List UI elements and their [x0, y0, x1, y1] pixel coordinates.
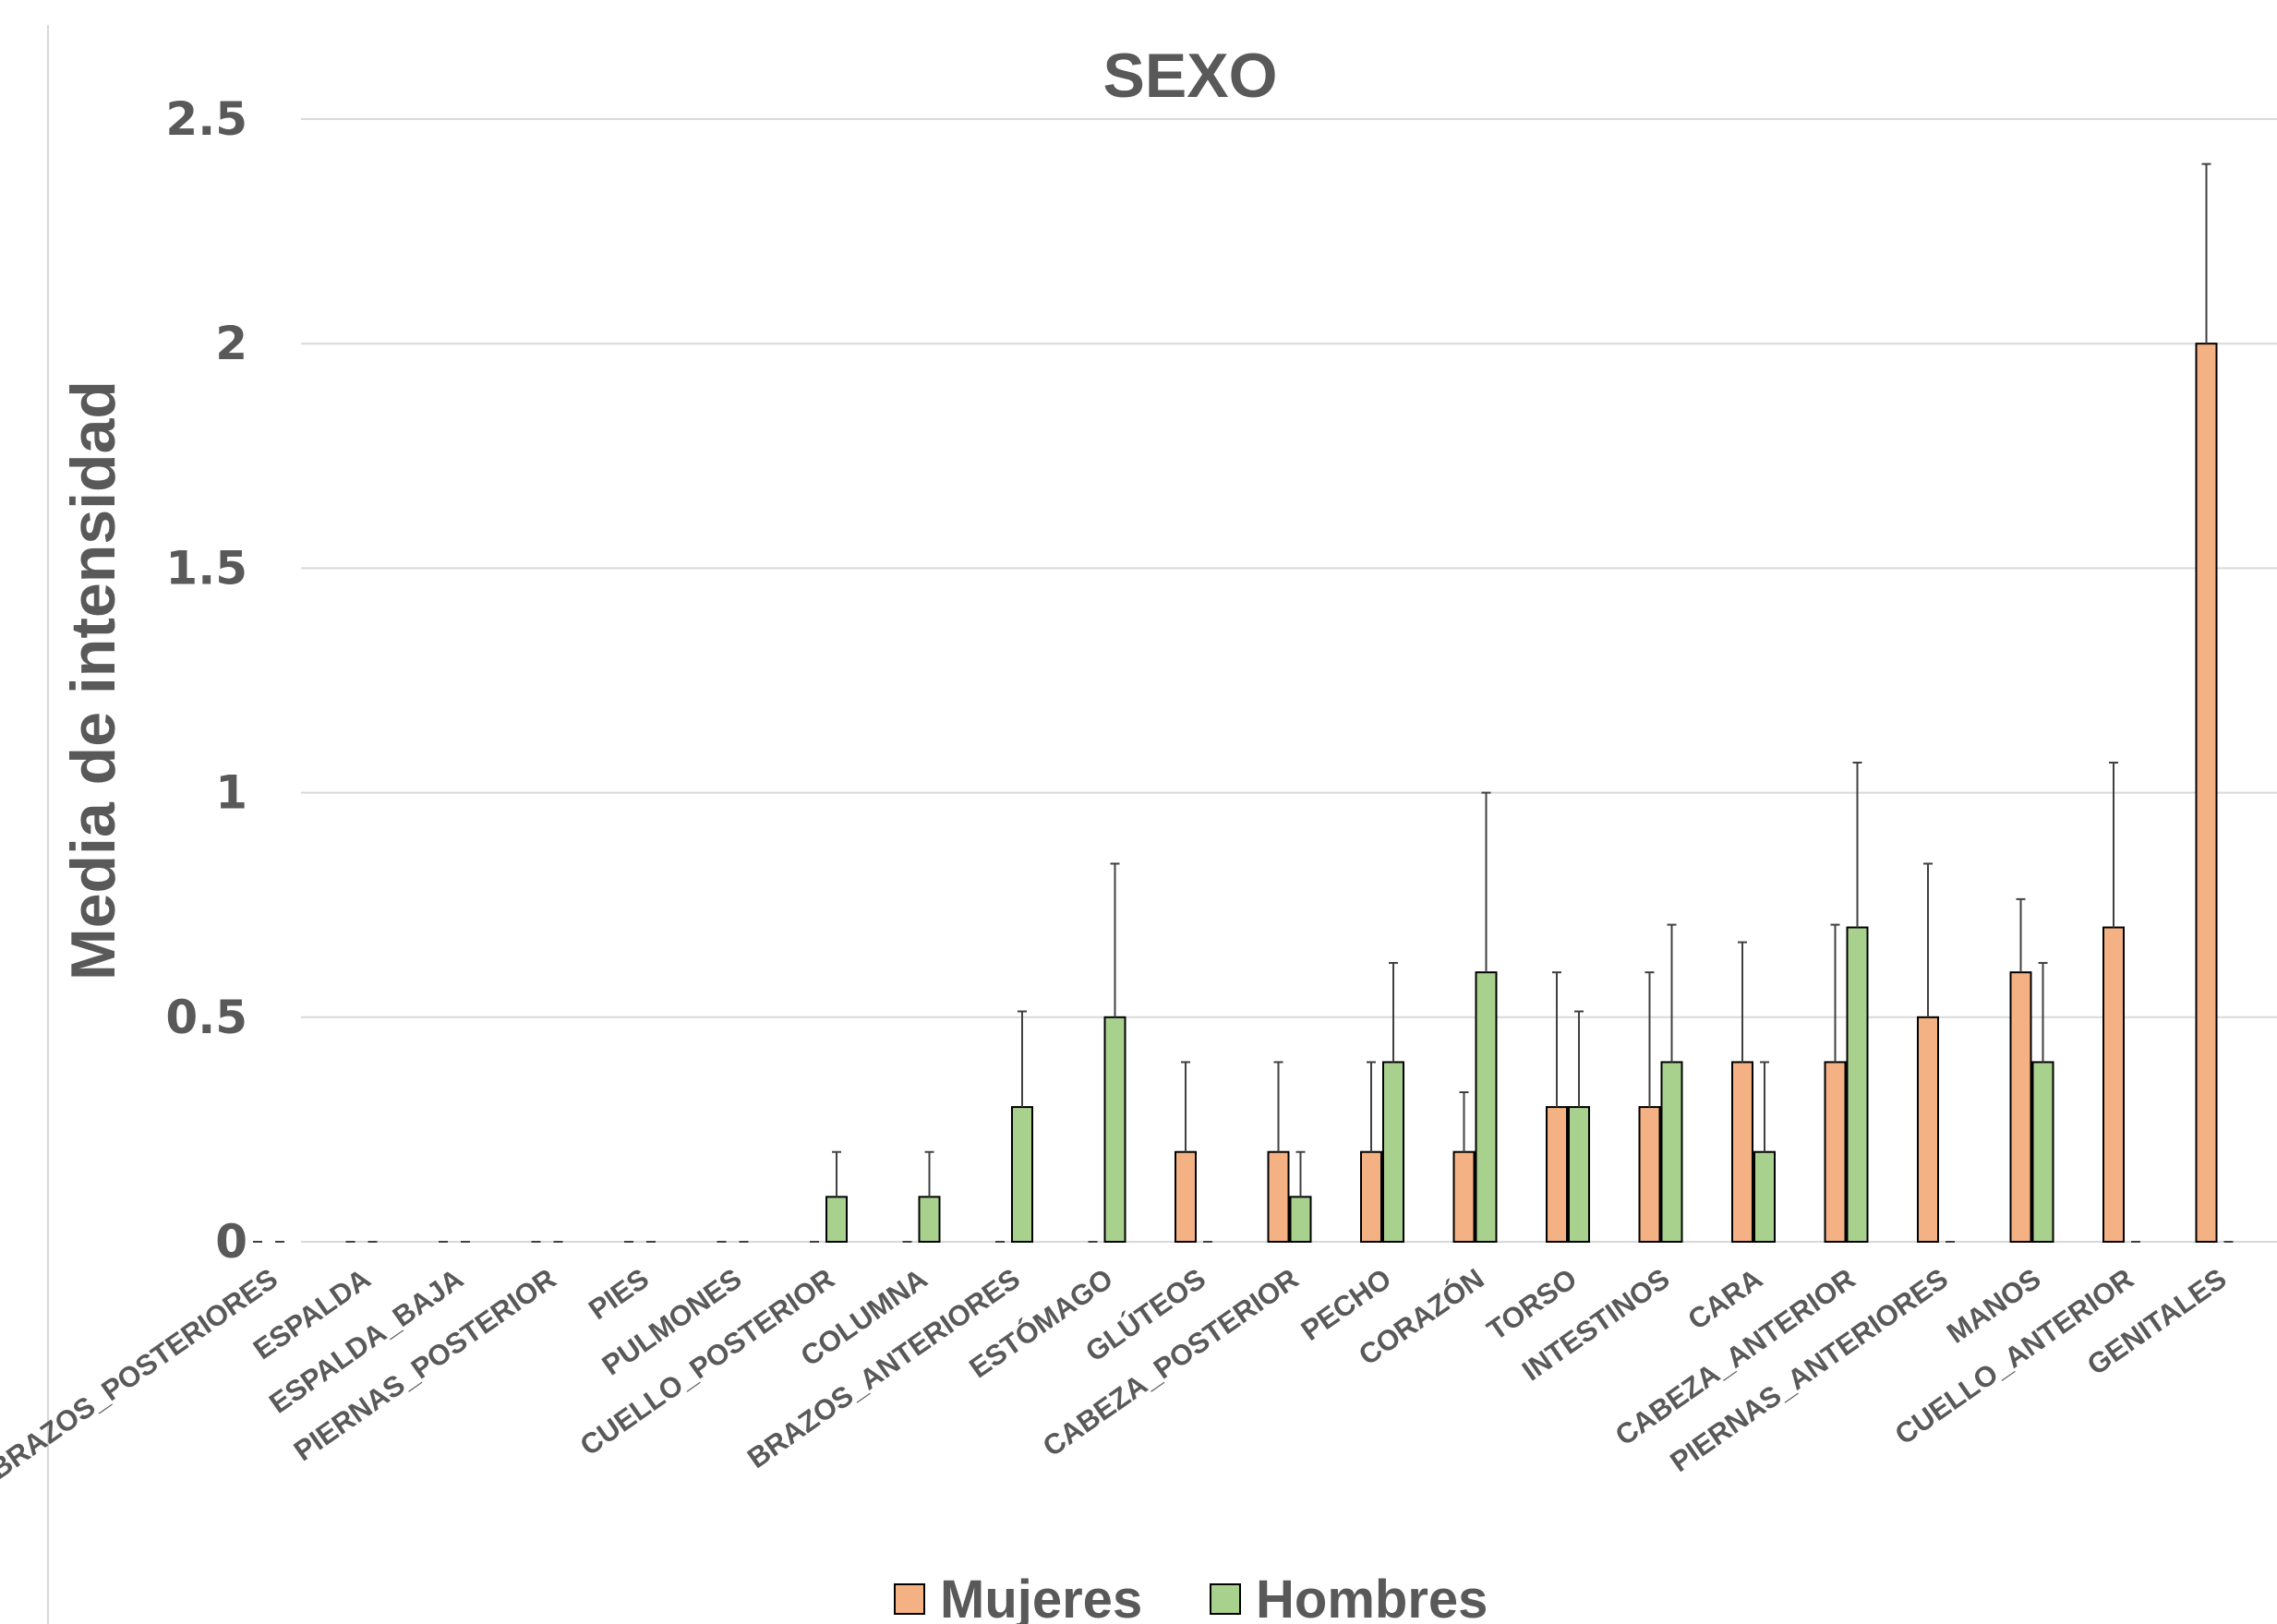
bar-mujeres [1546, 1106, 1568, 1243]
bar-mujeres [2009, 971, 2032, 1244]
y-tick-label: 1.5 [165, 541, 247, 595]
bar-hombres [1660, 1061, 1683, 1243]
y-tick-label: 0.5 [165, 991, 247, 1044]
legend-swatch-hombres [1210, 1583, 1241, 1615]
bar-mujeres [1638, 1106, 1661, 1243]
bar-mujeres [1175, 1150, 1197, 1243]
bar-hombres [2031, 1061, 2054, 1243]
bar-mujeres [2102, 926, 2125, 1244]
bar-hombres [918, 1196, 941, 1243]
legend: Mujeres Hombres [894, 1570, 1488, 1624]
chart-title: SEXO [1103, 41, 1278, 111]
bar-hombres [1382, 1061, 1404, 1243]
bar-hombres [1103, 1016, 1126, 1244]
bar-hombres [1846, 926, 1869, 1244]
bar-hombres [1011, 1106, 1033, 1243]
x-tick-label: BRAZOS_POSTERIORES [0, 1262, 283, 1486]
y-tick-label: 2 [215, 317, 247, 370]
x-tick-label: PIES [583, 1262, 655, 1326]
bar-mujeres [1452, 1150, 1476, 1243]
bar-hombres [1289, 1196, 1312, 1243]
bar-mujeres [1267, 1150, 1290, 1243]
bar-hombres [1753, 1150, 1776, 1243]
y-tick-label: 1 [215, 766, 247, 820]
legend-label-mujeres: Mujeres [940, 1570, 1142, 1624]
x-axis-ticks: BRAZOS_POSTERIORESESPALDAESPALDA_BAJAPIE… [0, 1261, 2233, 1486]
bar-mujeres [1824, 1061, 1847, 1243]
bar-mujeres [1731, 1061, 1753, 1243]
bar-mujeres [1360, 1150, 1382, 1243]
bar-hombres [825, 1196, 848, 1243]
legend-swatch-mujeres [894, 1583, 925, 1615]
bar-mujeres [1917, 1016, 1939, 1244]
gridlines [301, 118, 2277, 1243]
y-axis-label: Media de intensidad [58, 380, 128, 980]
bar-hombres [1568, 1106, 1590, 1243]
y-tick-label: 0 [215, 1215, 247, 1269]
y-axis-ticks: 0 0.5 1 1.5 2 2.5 [165, 92, 247, 1269]
bars [825, 343, 2218, 1244]
bar-hombres [1475, 971, 1498, 1244]
legend-label-hombres: Hombres [1256, 1570, 1488, 1624]
bar-mujeres [2195, 343, 2218, 1243]
y-tick-label: 2.5 [165, 92, 247, 146]
error-bars [253, 162, 2234, 1243]
